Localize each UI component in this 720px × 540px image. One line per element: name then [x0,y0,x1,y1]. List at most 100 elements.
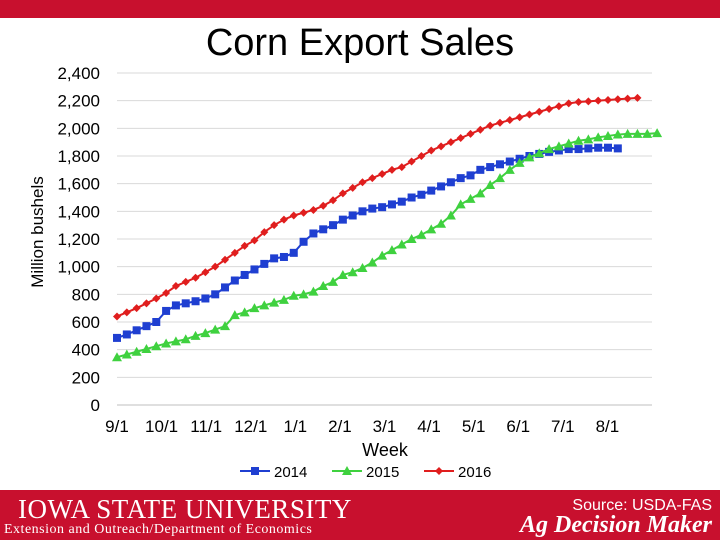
series-2015-point [151,341,162,351]
department-text: Extension and Outreach/Department of Eco… [4,522,313,537]
x-tick-label: 11/1 [190,417,222,436]
series-2014-point [613,144,622,153]
series-2014-point [554,146,563,155]
series-2016-point [368,174,377,183]
series-2016-point [279,215,288,224]
series-2015-point [494,173,505,183]
series-2016-point [299,208,308,217]
series-2016-point [486,121,495,130]
x-tick-label: 8/1 [596,417,620,436]
series-2015-point [514,157,525,167]
series-2014-point [171,301,180,310]
chart-title: Corn Export Sales [205,22,515,64]
series-2014-point [407,193,416,202]
series-2015-point [465,193,476,203]
series-2014-point [427,186,436,195]
series-2014-point [594,143,603,152]
series-2016-point [554,102,563,111]
series-2015-point [367,257,378,267]
series-2015-point [652,128,663,138]
series-2016-point [505,116,514,125]
series-2014-point [211,290,220,299]
x-axis-label: Week [362,440,409,460]
series-2016-point [604,95,612,104]
series-2014-point [584,144,593,153]
series-2015-point [180,334,191,344]
legend-2014-label: 2014 [274,464,307,481]
series-2015-point [200,328,211,338]
series-2014-point [142,322,151,331]
legend-2015-label: 2015 [366,464,399,481]
series-2014-point [604,143,612,152]
series-2015-point [485,180,496,190]
series-2014-point [319,225,328,234]
series-2016-point [329,196,338,205]
series-2014-point [221,283,230,292]
series-2015-point [121,349,132,359]
y-tick-label: 1,600 [57,175,100,194]
series-2015-point [612,129,623,139]
series-2014-line [116,146,618,339]
series-2014-point [378,203,387,212]
series-2016-point [358,178,367,187]
series-2016-point [270,221,279,230]
series-2016-point [162,288,171,297]
series-2015-point [553,141,564,151]
brand-logo: Ag Decision Maker [520,512,712,538]
series-2014-point [368,204,377,213]
series-2014-point [486,163,495,172]
legend-2015-point [342,466,352,475]
top-bar [0,0,720,18]
series-2015-point [475,188,486,198]
series-2015-point [426,224,437,234]
series-2014-point [437,182,446,191]
series-2014-point [152,318,161,326]
y-axis-label: Million bushels [28,176,47,288]
x-tick-label: 2/1 [328,417,352,436]
x-tick-label: 12/1 [234,417,267,436]
series-2016-point [230,248,239,257]
y-tick-label: 200 [72,368,100,387]
y-tick-label: 2,000 [57,119,100,138]
series-2016-point [427,146,436,155]
series-2015-point [603,130,613,140]
series-2016-point [387,165,396,174]
series-2015-point [347,267,358,277]
series-2015-point [112,352,122,362]
series-2015-point [249,303,260,313]
series-2015-point [583,134,594,144]
series-2014-point [495,160,504,169]
series-2015-point [386,245,397,255]
series-2015-point [504,164,515,174]
series-2015-point [269,297,280,307]
series-2015-point [534,148,545,158]
series-2015-point [436,218,447,228]
series-2014-point [476,165,485,174]
series-2016-point [456,134,465,143]
series-2016-point [309,205,318,214]
series-2014-point [338,215,347,224]
x-tick-label: 7/1 [551,417,575,436]
x-tick-label: 1/1 [284,417,308,436]
series-2016-point [132,304,141,313]
series-2015-point [632,128,643,138]
series-2016-point [191,273,200,282]
series-2016-point [476,125,485,134]
series-2016-point [240,241,249,250]
series-2015-point [141,343,152,353]
series-2015-point [357,263,368,273]
series-2014-point [289,248,298,257]
y-tick-label: 600 [72,313,100,332]
series-2014-point [299,237,308,246]
y-tick-label: 0 [91,396,100,415]
series-2014-point [122,330,131,339]
series-2015-point [161,338,172,348]
series-2014-point [387,200,396,209]
series-2016-point [594,96,603,105]
series-2015-point [229,310,240,320]
series-2016-point [348,183,357,192]
series-2016-point [122,308,131,317]
series-2016-point [289,211,298,220]
series-2014-point [417,190,426,199]
series-2014-point [113,333,121,342]
